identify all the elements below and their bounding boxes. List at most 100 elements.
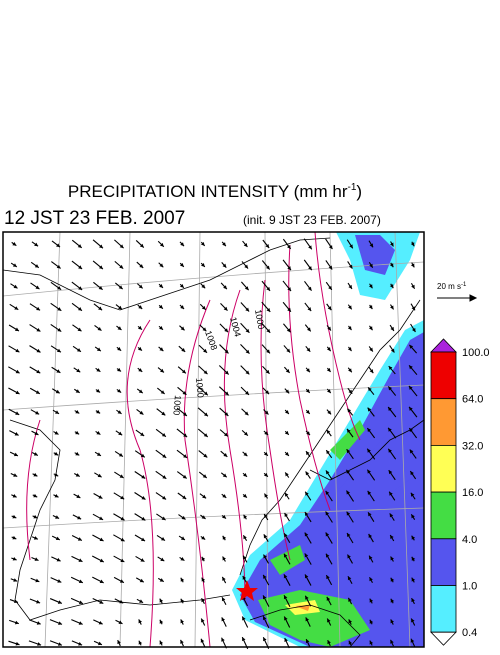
wind-arrow-head [76,368,81,373]
wind-arrow-head [409,406,413,411]
wind-arrow-head [389,513,394,518]
wind-arrow-head [284,430,289,435]
wind-arrow-head [13,578,18,582]
wind-arrow-head [57,642,62,646]
wind-arrow-head [348,305,352,310]
wind-arrow-head [327,410,332,415]
wind-arrow-head [159,284,163,288]
wind-arrow-head [180,577,185,582]
wind-arrow-head [77,327,82,332]
wind-arrow-head [223,432,228,437]
colorbar: 100.0 64.0 32.0 16.0 4.0 1.0 0.4 [430,338,490,646]
wind-arrow-head [369,577,373,582]
colorbar-segment [430,585,457,633]
wind-arrow-head [348,264,353,269]
wind-arrow-head [327,618,331,623]
wind-arrow-head [119,264,124,269]
wind-arrow-head [287,287,292,292]
wind-arrow-head [36,306,41,311]
wind-arrow-head [408,385,413,390]
wind-arrow-head [138,305,143,309]
wind-arrow-head [368,284,373,289]
wind-arrow-head [96,409,101,414]
wind-arrow-head [117,640,121,645]
wind-arrow-head [12,263,17,267]
wind-arrow-head [265,369,270,374]
wind-arrow-head [346,469,351,474]
wind-arrow-head [96,347,101,352]
wind-arrow-head [409,428,413,433]
wind-arrow-head [263,574,267,579]
wind-arrow-head [367,469,371,474]
wind-arrow-head [409,449,414,454]
wind-arrow-head [118,453,123,457]
wind-arrow-head [159,578,164,582]
wind-arrow-head [78,600,83,604]
wind-arrow-head [54,431,59,435]
wind-arrow-head [284,492,289,497]
isobar [183,299,211,648]
colorbar-label: 100.0 [462,347,490,359]
wind-arrow-head [56,557,61,562]
wind-arrow-head [285,410,289,414]
wind-arrow-head [264,410,269,415]
colorbar-under [430,631,457,646]
wind-arrow-head [304,553,309,558]
wind-arrow-head [99,516,104,520]
wind-arrow-head [118,431,123,436]
wind-arrow-head [34,264,39,268]
wind-arrow-head [138,389,143,394]
wind-arrow-head [284,533,288,538]
wind-arrow-head [35,410,40,415]
wind-arrow-head [77,537,82,541]
wind-arrow-head [348,619,353,624]
wind-arrow-head [12,494,17,498]
wind-arrow-head [411,556,416,561]
wind-arrow-head [388,366,393,371]
wind-arrow-head [118,305,123,310]
wind-arrow-head [265,265,270,270]
wind-arrow-head [325,490,330,495]
wind-arrow-head [120,558,125,562]
wind-arrow-head [14,620,19,625]
wind-arrow-head [120,495,125,500]
wind-arrow-head [221,597,226,602]
wind-arrow-head [159,325,163,330]
wind-arrow-head [222,263,227,268]
valid-time: 12 JST 23 FEB. 2007 [4,208,185,229]
wind-arrow-head [139,410,144,415]
wind-arrow-head [139,243,144,248]
wind-arrow-head [75,389,80,393]
wind-arrow-head [369,243,374,248]
wind-arrow-head [140,558,145,562]
precip-blue [355,235,395,275]
wind-arrow-head [180,242,185,247]
wind-arrow-head [285,369,290,373]
wind-arrow-head [388,406,392,411]
colorbar-segment [430,444,457,493]
wind-arrow-head [388,386,393,391]
grid [2,231,425,648]
wind-arrow-head [325,511,330,516]
wind-arrow-head [33,452,38,456]
wind-arrow-head [409,365,413,370]
coastline [2,237,331,311]
wind-arrow-head [14,432,19,436]
wind-arrow-head [78,286,83,290]
colorbar-label: 4.0 [462,534,477,546]
wind-arrow-head [160,390,165,394]
wind-arrow-head [390,326,394,331]
wind-arrow-head [347,408,352,413]
wind-arrow-head [34,557,39,561]
wind-arrow-head [99,600,104,604]
wind-arrow-head [138,325,142,330]
wind-arrow-head [33,472,38,477]
wind-arrow-head [348,368,352,373]
wind-arrow-head [390,639,394,644]
wind-arrow-head [160,368,164,373]
wind-arrow-head [390,348,395,353]
wind-arrow-head [201,598,205,603]
wind-arrow-head [159,242,164,247]
wind-arrow-head [307,307,312,312]
wind-arrow-head [99,558,104,563]
